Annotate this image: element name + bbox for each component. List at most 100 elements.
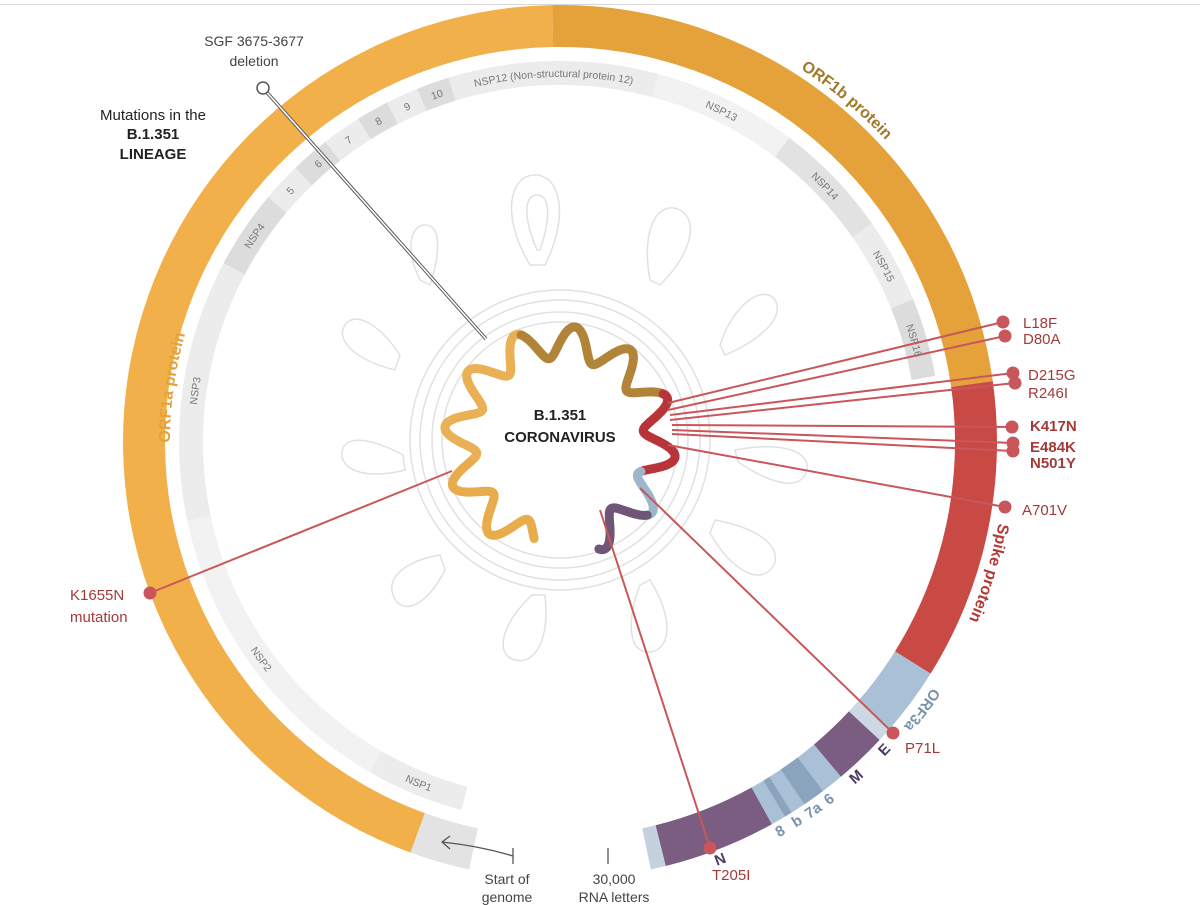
- e-segment: [848, 701, 890, 741]
- l18f-connector: [667, 321, 1004, 404]
- nsp-segment-14: [852, 223, 914, 309]
- orf6-label: 6: [821, 790, 838, 809]
- nsp-segment-5: [268, 167, 313, 213]
- genome-end-1: 30,000: [593, 871, 636, 887]
- k417n-connector: [671, 424, 1013, 428]
- genome-end-2: RNA letters: [579, 889, 650, 905]
- nsp-segment-3: [179, 263, 245, 522]
- orf8-label: 8: [773, 822, 789, 841]
- orf1b-segment: [552, 4, 993, 388]
- p71l-connector: [639, 487, 894, 734]
- m-label: M: [846, 767, 867, 788]
- e484k-connector: [671, 429, 1014, 444]
- nsp9-label: 9: [402, 100, 412, 113]
- nsp-segment-4: [223, 197, 287, 275]
- a701v-connector-dot: [998, 500, 1012, 514]
- mutation-connectors: [143, 81, 1022, 855]
- nsp8-label-path: 8: [373, 115, 384, 128]
- nsp-segment-6: [295, 141, 341, 186]
- d80a-connector-dot: [998, 329, 1012, 343]
- virus-outline-drawing: [341, 174, 808, 662]
- genome-start-segment: [410, 813, 478, 870]
- genome-end-segment: [642, 825, 666, 870]
- deletion-label-2: deletion: [229, 53, 278, 69]
- nsp10-label-path: 10: [430, 87, 445, 102]
- mutation-l18f: L18F: [1023, 315, 1057, 332]
- mutation-n501y: N501Y: [1030, 455, 1076, 472]
- helix-n: [594, 503, 652, 555]
- n501y-connector: [671, 433, 1014, 452]
- genome-direction-arrow-icon: [440, 835, 514, 864]
- genome-start-1: Start of: [484, 871, 529, 887]
- k417n-connector-dot: [1005, 420, 1019, 434]
- t205i-connector-dot: [703, 841, 717, 855]
- mutation-k417n: K417N: [1030, 418, 1077, 435]
- d215g-connector-dot: [1006, 366, 1020, 380]
- top-divider: [0, 4, 1200, 5]
- mutation-d215g: D215G: [1028, 367, 1076, 384]
- spike-segment: [894, 381, 997, 674]
- helix-spike: [636, 389, 680, 476]
- nsp-segment-10: [417, 77, 456, 111]
- n501y-connector-dot: [1006, 444, 1020, 458]
- k1655n-connector: [149, 470, 453, 594]
- helix-orf1a-low: [447, 452, 539, 544]
- orf7-band: [780, 757, 823, 805]
- orf7b-label: b: [789, 812, 806, 831]
- d80a-connector: [667, 335, 1006, 411]
- orf3a-segment: [858, 651, 931, 729]
- title-line-1: Mutations in the: [100, 107, 206, 124]
- r246i-connector: [669, 382, 1016, 421]
- orf8-band: [763, 776, 792, 817]
- title-line-3: LINEAGE: [120, 146, 187, 163]
- k1655n-connector-dot: [143, 586, 157, 600]
- nsp-ring: [179, 61, 936, 811]
- mutation-a701v: A701V: [1022, 502, 1067, 519]
- nsp-segment-8: [358, 102, 398, 140]
- mutation-k1655n-note: mutation: [70, 609, 128, 626]
- deletion-label-1: SGF 3675-3677: [204, 33, 304, 49]
- a701v-connector: [667, 444, 1006, 508]
- t205i-connector: [599, 509, 711, 849]
- helix-orf3a: [632, 467, 658, 520]
- nsp-segment-11: [448, 61, 659, 101]
- nsp-segment-1: [369, 751, 468, 811]
- nsp-segment-9: [387, 88, 427, 124]
- mutation-t205i: T205I: [712, 867, 750, 884]
- nsp8-label: 8: [373, 115, 384, 128]
- mutation-e484k: E484K: [1030, 439, 1076, 456]
- title-line-2: B.1.351: [127, 126, 180, 143]
- nsp3-label: NSP3: [188, 376, 204, 405]
- nsp-segment-12: [652, 73, 790, 157]
- center-label-2: CORONAVIRUS: [504, 429, 615, 446]
- mutation-k1655n: K1655N: [70, 587, 124, 604]
- r246i-connector-dot: [1008, 376, 1022, 390]
- mutation-r246i: R246I: [1028, 385, 1068, 402]
- nsp10-label: 10: [430, 87, 445, 102]
- genome-start-2: genome: [482, 889, 533, 905]
- nsp3-label-path: NSP3: [188, 376, 204, 405]
- nsp7-label: 7: [343, 134, 355, 147]
- nsp-segment-7: [325, 118, 371, 161]
- nsp-segment-2: [187, 516, 382, 772]
- d215g-connector: [669, 372, 1014, 416]
- nsp-segment-13: [774, 137, 873, 238]
- orf1a-segment: [123, 5, 554, 853]
- helix-orf1a: [440, 329, 526, 462]
- l18f-connector-dot: [996, 315, 1010, 329]
- nsp7-label-path: 7: [343, 134, 355, 147]
- p71l-connector-dot: [886, 726, 900, 740]
- mutation-p71l: P71L: [905, 740, 940, 757]
- mutation-d80a: D80A: [1023, 331, 1061, 348]
- nsp9-label-path: 9: [402, 100, 412, 113]
- helix-orf1b: [516, 322, 668, 399]
- n-segment: [655, 787, 772, 867]
- nsp-segment-15: [891, 299, 936, 381]
- deletion-connector: [262, 87, 487, 340]
- deletion-dot: [256, 81, 270, 95]
- center-label-1: B.1.351: [534, 407, 587, 424]
- e-label: E: [875, 741, 894, 760]
- rna-helix: [440, 322, 680, 555]
